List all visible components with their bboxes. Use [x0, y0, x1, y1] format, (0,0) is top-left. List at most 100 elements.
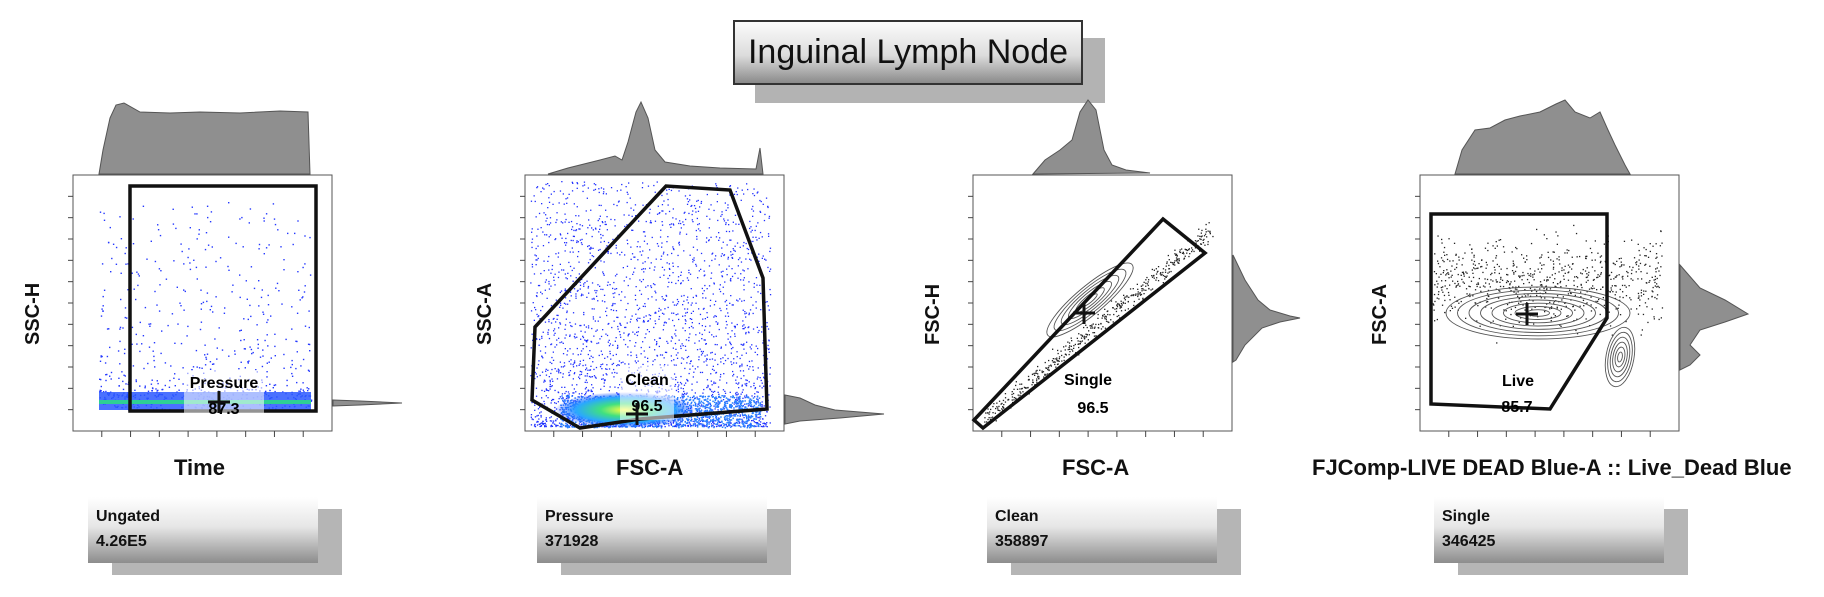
event-dot — [636, 320, 638, 322]
event-dot — [708, 395, 710, 398]
event-dot — [689, 273, 692, 275]
event-dot — [111, 257, 113, 260]
event-dot — [740, 404, 742, 407]
event-dot — [563, 302, 566, 304]
event-dot — [543, 381, 545, 383]
event-dot — [283, 259, 285, 261]
event-dot — [1101, 317, 1103, 319]
event-dot — [560, 234, 562, 236]
event-dot — [662, 298, 664, 300]
event-dot — [715, 420, 717, 422]
event-dot — [576, 347, 578, 350]
event-dot — [637, 360, 639, 362]
event-dot — [683, 395, 685, 398]
event-dot — [721, 395, 723, 397]
event-dot — [701, 338, 703, 340]
event-dot — [576, 384, 578, 386]
event-dot — [1182, 251, 1184, 253]
event-dot — [702, 392, 704, 394]
event-dot — [756, 391, 758, 393]
event-dot — [602, 363, 604, 365]
event-dot — [546, 217, 548, 219]
event-dot — [739, 422, 741, 424]
event-dot — [572, 280, 574, 282]
event-dot — [598, 191, 600, 194]
event-dot — [718, 418, 721, 420]
event-dot — [592, 361, 594, 363]
event-dot — [242, 246, 244, 248]
event-dot — [735, 399, 737, 401]
event-dot — [594, 227, 597, 229]
event-dot — [730, 396, 732, 398]
event-dot — [671, 336, 673, 338]
event-dot — [686, 419, 689, 422]
event-dot — [694, 422, 696, 425]
event-dot — [714, 343, 716, 346]
event-dot — [741, 418, 743, 420]
event-dot — [623, 280, 625, 282]
event-dot — [696, 349, 699, 351]
event-dot — [726, 425, 728, 428]
event-dot — [675, 329, 677, 331]
event-dot — [565, 218, 567, 221]
event-dot — [535, 387, 538, 389]
event-dot — [565, 334, 567, 336]
event-dot — [164, 362, 167, 364]
event-dot — [617, 201, 620, 203]
event-dot — [531, 241, 533, 244]
event-dot — [734, 423, 736, 425]
event-dot — [655, 292, 657, 294]
event-dot — [240, 339, 242, 342]
event-dot — [685, 393, 687, 395]
event-dot — [664, 351, 667, 353]
event-dot — [608, 345, 611, 347]
event-dot — [706, 379, 709, 381]
event-dot — [620, 362, 622, 364]
event-dot — [724, 418, 726, 420]
event-dot — [724, 281, 726, 283]
event-dot — [161, 330, 163, 332]
event-dot — [744, 403, 746, 405]
event-dot — [258, 243, 261, 246]
event-dot — [572, 312, 575, 314]
event-dot — [711, 393, 714, 396]
event-dot — [1206, 236, 1208, 238]
event-dot — [290, 366, 292, 369]
event-dot — [690, 401, 693, 404]
event-dot — [685, 399, 687, 401]
event-dot — [769, 288, 771, 291]
event-dot — [709, 402, 711, 405]
event-dot — [593, 189, 595, 191]
event-dot — [684, 308, 686, 310]
event-dot — [589, 350, 591, 352]
event-dot — [674, 385, 676, 387]
event-dot — [536, 295, 538, 298]
event-dot — [739, 402, 742, 405]
event-dot — [729, 424, 731, 426]
event-dot — [698, 417, 700, 419]
event-dot — [309, 274, 312, 276]
event-dot — [102, 391, 105, 393]
event-dot — [569, 291, 572, 293]
event-dot — [606, 216, 608, 218]
event-dot — [693, 371, 695, 373]
event-dot — [690, 360, 692, 363]
event-dot — [686, 392, 688, 394]
event-dot — [705, 398, 707, 401]
event-dot — [102, 295, 104, 298]
event-dot — [713, 304, 716, 306]
event-dot — [308, 370, 310, 372]
event-dot — [576, 182, 578, 184]
event-dot — [713, 423, 715, 425]
event-dot — [765, 423, 767, 425]
event-dot — [143, 367, 145, 370]
event-dot — [1115, 310, 1118, 313]
event-dot — [680, 271, 682, 273]
event-dot — [139, 321, 141, 324]
event-dot — [252, 351, 254, 354]
event-dot — [702, 318, 704, 320]
event-dot — [721, 400, 723, 402]
event-dot — [285, 338, 287, 341]
event-dot — [743, 284, 745, 286]
event-dot — [560, 423, 562, 426]
